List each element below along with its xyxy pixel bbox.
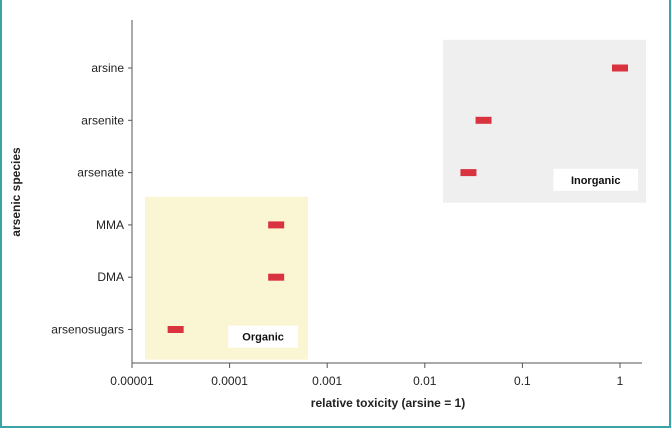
y-tick-label: arsenite [81, 113, 124, 127]
data-point-dma [268, 273, 285, 281]
x-tick-label: 0.01 [413, 374, 437, 388]
x-tick-label: 0.001 [312, 374, 342, 388]
x-tick-label: 0.1 [514, 374, 531, 388]
data-points [167, 64, 628, 333]
y-axis-label: arsenic species [9, 147, 23, 237]
y-tick-label: MMA [96, 218, 124, 232]
y-tick-label: arsine [91, 61, 124, 75]
group-label-box-organic [228, 325, 298, 348]
group-label-box-inorganic [553, 168, 638, 191]
x-tick-label: 0.00001 [110, 374, 154, 388]
y-ticks: arsine arsenite arsenate MMA DMA arsenosugars [51, 61, 132, 337]
data-point-arsenosugars [167, 326, 184, 333]
y-tick-label: arsenosugars [51, 323, 124, 337]
y-tick-label: arsenate [77, 166, 124, 180]
data-point-arsine [612, 64, 628, 72]
data-point-mma [268, 221, 285, 229]
y-tick-label: DMA [97, 270, 124, 284]
group-regions: Inorganic Organic [145, 39, 646, 360]
group-label-inorganic: Inorganic [571, 175, 621, 187]
x-tick-label: 1 [617, 374, 624, 388]
x-ticks: 0.00001 0.0001 0.001 0.01 0.1 1 [110, 363, 624, 388]
data-point-arsenite [475, 116, 492, 124]
x-tick-label: 0.0001 [211, 374, 248, 388]
data-point-arsenate [460, 169, 477, 177]
group-label-organic: Organic [242, 332, 284, 344]
x-axis-label: relative toxicity (arsine = 1) [311, 396, 465, 410]
